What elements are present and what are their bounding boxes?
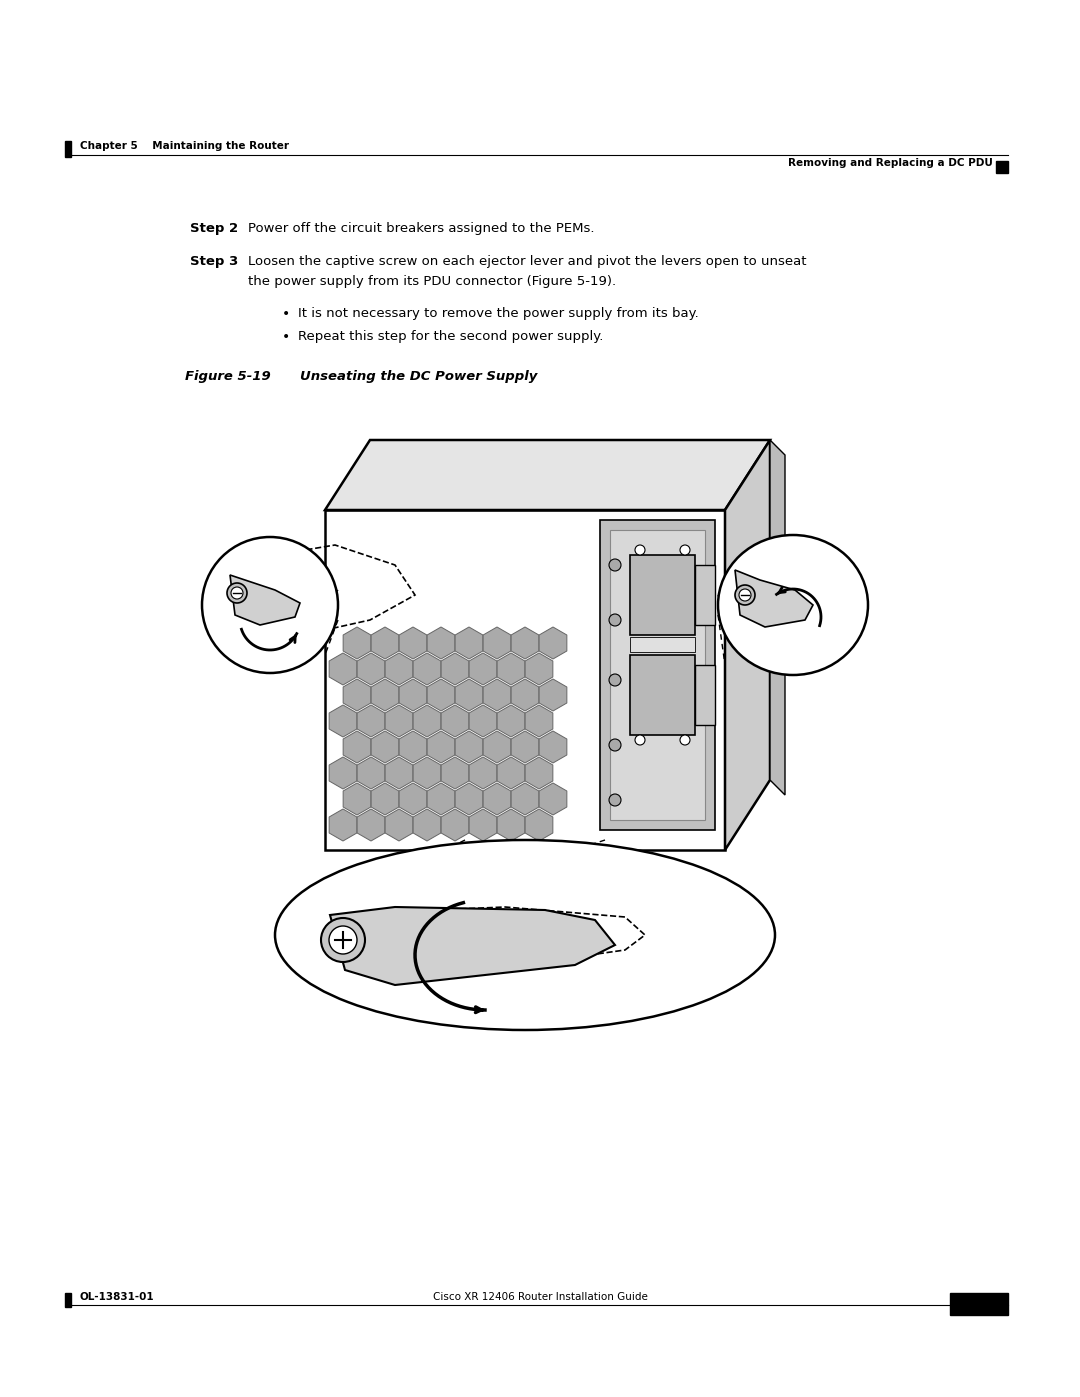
FancyBboxPatch shape	[630, 555, 696, 636]
Text: 101116: 101116	[774, 612, 780, 638]
Ellipse shape	[718, 535, 868, 675]
Polygon shape	[325, 510, 725, 849]
Text: Figure 5-19: Figure 5-19	[185, 370, 271, 383]
Circle shape	[609, 793, 621, 806]
Circle shape	[227, 583, 247, 604]
Text: •: •	[282, 307, 291, 321]
Polygon shape	[735, 570, 813, 627]
Text: Loosen the captive screw on each ejector lever and pivot the levers open to unse: Loosen the captive screw on each ejector…	[248, 256, 807, 268]
Text: 5-33: 5-33	[961, 1296, 997, 1310]
Polygon shape	[725, 440, 770, 849]
Text: Power off the circuit breakers assigned to the PEMs.: Power off the circuit breakers assigned …	[248, 222, 594, 235]
Circle shape	[635, 545, 645, 555]
Polygon shape	[600, 520, 715, 830]
Circle shape	[739, 590, 751, 601]
Circle shape	[609, 615, 621, 626]
Polygon shape	[330, 907, 615, 985]
FancyBboxPatch shape	[950, 1294, 1008, 1315]
Text: Cisco XR 12406 Router Installation Guide: Cisco XR 12406 Router Installation Guide	[433, 1292, 647, 1302]
Text: the power supply from its PDU connector (Figure 5-19).: the power supply from its PDU connector …	[248, 275, 616, 288]
Polygon shape	[230, 576, 300, 624]
Text: Repeat this step for the second power supply.: Repeat this step for the second power su…	[298, 330, 604, 344]
Polygon shape	[325, 440, 770, 510]
Circle shape	[321, 918, 365, 963]
Text: It is not necessary to remove the power supply from its bay.: It is not necessary to remove the power …	[298, 307, 699, 320]
Polygon shape	[696, 564, 715, 624]
Circle shape	[680, 545, 690, 555]
Circle shape	[609, 739, 621, 752]
FancyBboxPatch shape	[630, 637, 696, 652]
Polygon shape	[696, 665, 715, 725]
Text: Step 2: Step 2	[190, 222, 238, 235]
Text: Step 3: Step 3	[190, 256, 238, 268]
Bar	[65, 1294, 71, 1308]
Circle shape	[202, 536, 338, 673]
Circle shape	[329, 926, 357, 954]
Text: Chapter 5    Maintaining the Router: Chapter 5 Maintaining the Router	[80, 141, 289, 151]
Text: OL-13831-01: OL-13831-01	[80, 1292, 154, 1302]
Text: •: •	[282, 330, 291, 344]
Circle shape	[231, 587, 243, 599]
Ellipse shape	[275, 840, 775, 1030]
Text: Unseating the DC Power Supply: Unseating the DC Power Supply	[300, 370, 538, 383]
Circle shape	[609, 559, 621, 571]
FancyBboxPatch shape	[630, 655, 696, 735]
Circle shape	[680, 735, 690, 745]
Circle shape	[735, 585, 755, 605]
Bar	[996, 161, 1008, 173]
Text: Removing and Replacing a DC PDU: Removing and Replacing a DC PDU	[788, 158, 993, 168]
Circle shape	[635, 735, 645, 745]
Polygon shape	[610, 529, 705, 820]
Polygon shape	[770, 440, 785, 795]
Bar	[65, 141, 71, 156]
Circle shape	[609, 673, 621, 686]
